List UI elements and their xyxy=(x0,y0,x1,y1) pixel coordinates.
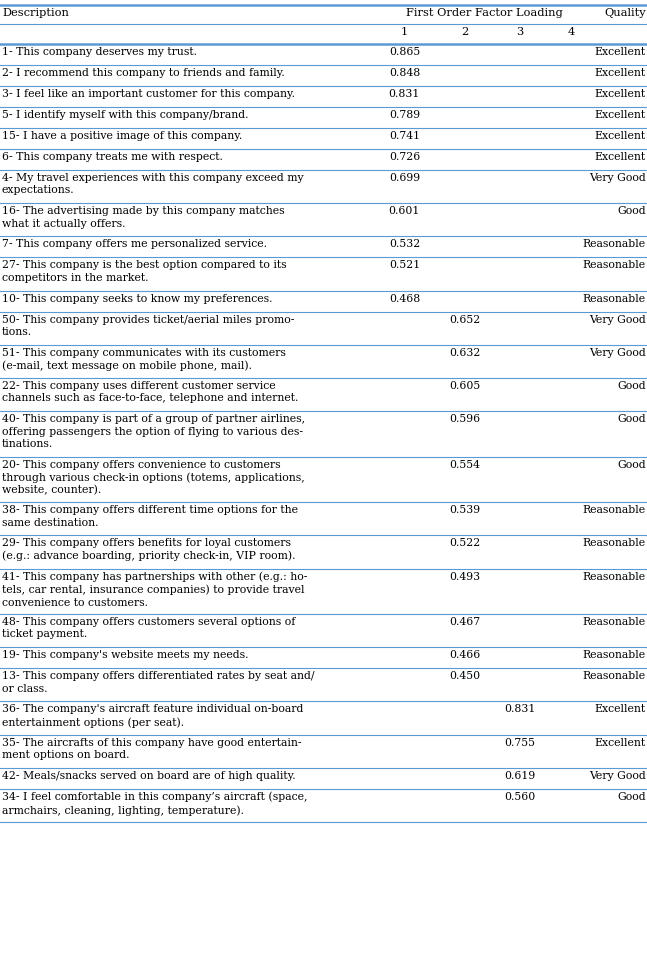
Text: Reasonable: Reasonable xyxy=(582,260,646,271)
Text: 0.493: 0.493 xyxy=(449,572,480,581)
Text: Reasonable: Reasonable xyxy=(582,572,646,581)
Text: Good: Good xyxy=(617,206,646,216)
Text: 0.554: 0.554 xyxy=(449,459,480,470)
Text: 27- This company is the best option compared to its
competitors in the market.: 27- This company is the best option comp… xyxy=(2,260,287,282)
Text: Description: Description xyxy=(2,8,69,18)
Text: 19- This company's website meets my needs.: 19- This company's website meets my need… xyxy=(2,651,248,660)
Text: 4- My travel experiences with this company exceed my
expectations.: 4- My travel experiences with this compa… xyxy=(2,173,303,195)
Text: 7- This company offers me personalized service.: 7- This company offers me personalized s… xyxy=(2,239,267,249)
Text: 13- This company offers differentiated rates by seat and/
or class.: 13- This company offers differentiated r… xyxy=(2,671,314,694)
Text: 0.522: 0.522 xyxy=(449,538,480,548)
Text: Excellent: Excellent xyxy=(595,89,646,99)
Text: 0.619: 0.619 xyxy=(504,771,535,781)
Text: 51- This company communicates with its customers
(e-mail, text message on mobile: 51- This company communicates with its c… xyxy=(2,348,286,371)
Text: 3: 3 xyxy=(516,27,523,37)
Text: 4: 4 xyxy=(567,27,575,37)
Text: Excellent: Excellent xyxy=(595,47,646,57)
Text: 38- This company offers different time options for the
same destination.: 38- This company offers different time o… xyxy=(2,505,298,528)
Text: 0.831: 0.831 xyxy=(504,704,535,714)
Text: 0.831: 0.831 xyxy=(389,89,420,99)
Text: Excellent: Excellent xyxy=(595,738,646,747)
Text: 0.450: 0.450 xyxy=(449,671,480,681)
Text: Reasonable: Reasonable xyxy=(582,538,646,548)
Text: 36- The company's aircraft feature individual on-board
entertainment options (pe: 36- The company's aircraft feature indiv… xyxy=(2,704,303,728)
Text: 0.652: 0.652 xyxy=(449,315,480,324)
Text: Good: Good xyxy=(617,414,646,424)
Text: 0.467: 0.467 xyxy=(449,617,480,627)
Text: 22- This company uses different customer service
channels such as face-to-face, : 22- This company uses different customer… xyxy=(2,381,298,404)
Text: Excellent: Excellent xyxy=(595,68,646,78)
Text: Very Good: Very Good xyxy=(589,315,646,324)
Text: Reasonable: Reasonable xyxy=(582,239,646,249)
Text: 2- I recommend this company to friends and family.: 2- I recommend this company to friends a… xyxy=(2,68,285,78)
Text: Good: Good xyxy=(617,381,646,391)
Text: 1: 1 xyxy=(400,27,408,37)
Text: 34- I feel comfortable in this company’s aircraft (space,
armchairs, cleaning, l: 34- I feel comfortable in this company’s… xyxy=(2,791,307,816)
Text: 50- This company provides ticket/aerial miles promo-
tions.: 50- This company provides ticket/aerial … xyxy=(2,315,294,337)
Text: Reasonable: Reasonable xyxy=(582,671,646,681)
Text: 20- This company offers convenience to customers
through various check-in option: 20- This company offers convenience to c… xyxy=(2,459,305,495)
Text: 0.601: 0.601 xyxy=(389,206,420,216)
Text: First Order Factor Loading: First Order Factor Loading xyxy=(406,8,563,18)
Text: 2: 2 xyxy=(461,27,468,37)
Text: Very Good: Very Good xyxy=(589,173,646,183)
Text: Very Good: Very Good xyxy=(589,348,646,358)
Text: Reasonable: Reasonable xyxy=(582,293,646,304)
Text: Excellent: Excellent xyxy=(595,704,646,714)
Text: Good: Good xyxy=(617,459,646,470)
Text: 0.532: 0.532 xyxy=(389,239,420,249)
Text: 0.521: 0.521 xyxy=(389,260,420,271)
Text: 0.605: 0.605 xyxy=(449,381,480,391)
Text: 0.789: 0.789 xyxy=(389,109,420,120)
Text: 1- This company deserves my trust.: 1- This company deserves my trust. xyxy=(2,47,197,57)
Text: 0.741: 0.741 xyxy=(389,131,420,141)
Text: 0.596: 0.596 xyxy=(449,414,480,424)
Text: 15- I have a positive image of this company.: 15- I have a positive image of this comp… xyxy=(2,131,242,141)
Text: 10- This company seeks to know my preferences.: 10- This company seeks to know my prefer… xyxy=(2,293,272,304)
Text: 3- I feel like an important customer for this company.: 3- I feel like an important customer for… xyxy=(2,89,295,99)
Text: Reasonable: Reasonable xyxy=(582,505,646,515)
Text: 16- The advertising made by this company matches
what it actually offers.: 16- The advertising made by this company… xyxy=(2,206,285,229)
Text: Good: Good xyxy=(617,791,646,802)
Text: 0.848: 0.848 xyxy=(389,68,420,78)
Text: 0.699: 0.699 xyxy=(389,173,420,183)
Text: Reasonable: Reasonable xyxy=(582,651,646,660)
Text: Excellent: Excellent xyxy=(595,131,646,141)
Text: 0.466: 0.466 xyxy=(449,651,480,660)
Text: 5- I identify myself with this company/brand.: 5- I identify myself with this company/b… xyxy=(2,109,248,120)
Text: 41- This company has partnerships with other (e.g.: ho-
tels, car rental, insura: 41- This company has partnerships with o… xyxy=(2,572,307,608)
Text: Excellent: Excellent xyxy=(595,151,646,162)
Text: Very Good: Very Good xyxy=(589,771,646,781)
Text: Reasonable: Reasonable xyxy=(582,617,646,627)
Text: 0.468: 0.468 xyxy=(389,293,420,304)
Text: 0.632: 0.632 xyxy=(449,348,480,358)
Text: Excellent: Excellent xyxy=(595,109,646,120)
Text: Quality: Quality xyxy=(604,8,646,18)
Text: 0.865: 0.865 xyxy=(389,47,420,57)
Text: 6- This company treats me with respect.: 6- This company treats me with respect. xyxy=(2,151,223,162)
Text: 42- Meals/snacks served on board are of high quality.: 42- Meals/snacks served on board are of … xyxy=(2,771,296,781)
Text: 40- This company is part of a group of partner airlines,
offering passengers the: 40- This company is part of a group of p… xyxy=(2,414,305,449)
Text: 0.560: 0.560 xyxy=(504,791,535,802)
Text: 0.539: 0.539 xyxy=(449,505,480,515)
Text: 0.726: 0.726 xyxy=(389,151,420,162)
Text: 29- This company offers benefits for loyal customers
(e.g.: advance boarding, pr: 29- This company offers benefits for loy… xyxy=(2,538,296,562)
Text: 48- This company offers customers several options of
ticket payment.: 48- This company offers customers severa… xyxy=(2,617,295,639)
Text: 0.755: 0.755 xyxy=(504,738,535,747)
Text: 35- The aircrafts of this company have good entertain-
ment options on board.: 35- The aircrafts of this company have g… xyxy=(2,738,302,760)
